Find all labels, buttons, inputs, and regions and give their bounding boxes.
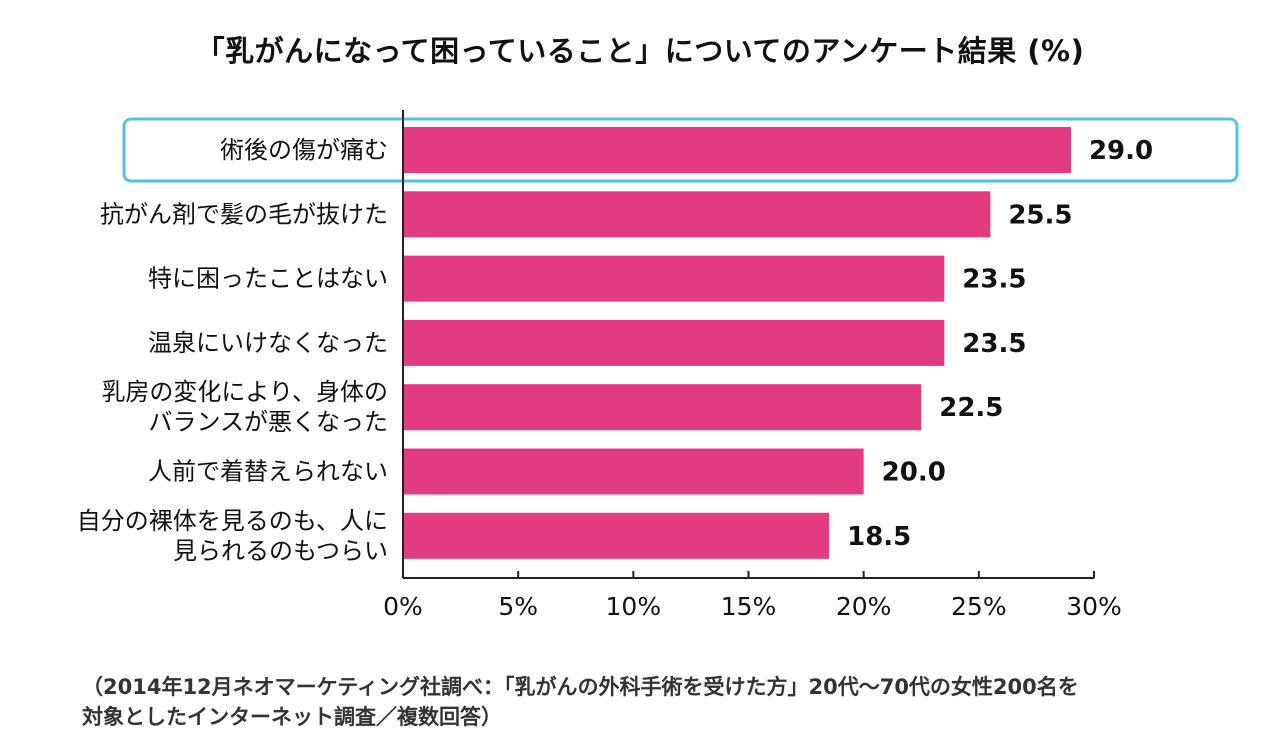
x-tick-label: 25% [951, 592, 1007, 621]
category-label: バランスが悪くなった [148, 408, 388, 436]
x-tick-label: 0% [383, 592, 423, 621]
x-tick-label: 5% [498, 592, 538, 621]
source-line-1: （2014年12月ネオマーケティング社調べ：「乳がんの外科手術を受けた方」20代… [82, 675, 1079, 699]
category-label: 人前で着替えられない [148, 458, 388, 486]
value-label: 20.0 [882, 458, 946, 488]
highlight-frame [122, 117, 1239, 183]
value-label: 22.5 [939, 393, 1003, 423]
x-tick-label: 20% [836, 592, 892, 621]
bar [403, 191, 991, 238]
category-label: 抗がん剤で髪の毛が抜けた [100, 200, 388, 228]
x-tick-label: 10% [606, 592, 662, 621]
category-label: 自分の裸体を見るのも、人に [77, 507, 388, 535]
category-label: 特に困ったことはない [148, 265, 388, 293]
x-tick-label: 30% [1066, 592, 1122, 621]
source-line-2: 対象としたインターネット調査／複数回答） [82, 705, 502, 729]
category-label: 温泉にいけなくなった [148, 329, 388, 357]
chart-title: 「乳がんになって困っていること」についてのアンケート結果 (%) [195, 34, 1085, 68]
source-note: （2014年12月ネオマーケティング社調べ：「乳がんの外科手術を受けた方」20代… [82, 672, 1262, 732]
bar [403, 384, 922, 431]
value-label: 23.5 [962, 329, 1026, 359]
x-tick-label: 15% [721, 592, 777, 621]
bar [403, 512, 830, 559]
value-label: 29.0 [1089, 136, 1153, 166]
bar [403, 127, 1071, 173]
category-label: 乳房の変化により、身体の [101, 378, 388, 406]
bar [403, 448, 864, 495]
category-label: 術後の傷が痛む [220, 136, 388, 164]
bar [403, 255, 945, 302]
bar [403, 319, 945, 366]
value-label: 23.5 [962, 265, 1026, 295]
value-label: 25.5 [1008, 200, 1072, 230]
category-label: 見られるのもつらい [173, 537, 388, 565]
value-label: 18.5 [847, 522, 911, 552]
